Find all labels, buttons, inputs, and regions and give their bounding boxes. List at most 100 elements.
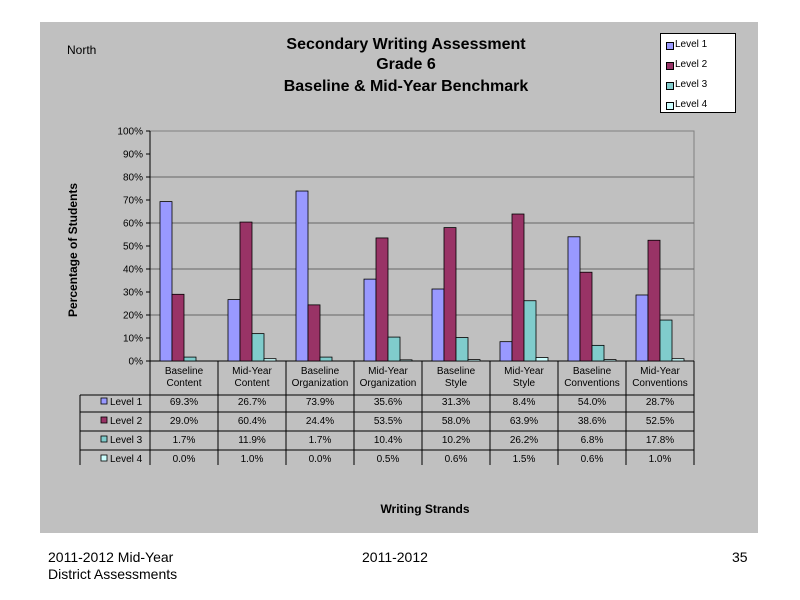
data-label: 26.7%	[238, 397, 266, 408]
bar	[431, 288, 445, 362]
data-label: 69.3%	[170, 397, 198, 408]
footer-left-line-2: District Assessments	[48, 566, 178, 582]
data-label: 17.8%	[646, 435, 674, 446]
bar	[567, 236, 581, 362]
legend-label-level-3: Level 3	[675, 79, 708, 90]
category-label-line-1: Baseline	[437, 366, 476, 377]
legend-swatch-level-4	[666, 102, 674, 110]
legend-item-level-1: Level 1	[666, 39, 708, 51]
data-label: 1.7%	[309, 435, 332, 446]
category-label-line-1: Mid-Year	[504, 366, 544, 377]
bar	[251, 333, 265, 362]
x-axis-label: Writing Strands	[380, 502, 470, 516]
y-tick-label: 90%	[123, 150, 143, 161]
y-tick-label: 40%	[123, 265, 143, 276]
legend-label-level-4: Level 4	[675, 99, 708, 110]
category-label-line-1: Mid-Year	[368, 366, 408, 377]
bar	[647, 239, 661, 362]
bar	[635, 294, 649, 362]
category-label-line-1: Mid-Year	[640, 366, 680, 377]
data-label: 0.0%	[309, 454, 332, 465]
bar	[499, 341, 513, 362]
data-label: 26.2%	[510, 435, 538, 446]
legend-label-level-1: Level 1	[675, 39, 708, 50]
data-label: 35.6%	[374, 397, 402, 408]
category-label-line-1: Mid-Year	[232, 366, 272, 377]
bar	[307, 304, 321, 362]
data-label: 58.0%	[442, 416, 470, 427]
bar	[671, 358, 685, 362]
bar	[295, 190, 309, 362]
bar	[467, 359, 481, 362]
data-label: 54.0%	[578, 397, 606, 408]
table-legend-swatch	[100, 454, 108, 462]
category-label-line-2: Conventions	[632, 378, 688, 389]
page-number: 35	[732, 549, 748, 565]
category-label-line-2: Conventions	[564, 378, 620, 389]
footer-left-line-1: 2011-2012 Mid-Year	[48, 549, 174, 565]
bar	[455, 337, 469, 362]
data-label: 10.2%	[442, 435, 470, 446]
bar	[443, 227, 457, 362]
data-label: 0.6%	[581, 454, 604, 465]
y-tick-label: 0%	[129, 357, 144, 368]
data-label: 10.4%	[374, 435, 402, 446]
bar	[227, 299, 241, 362]
bar	[591, 344, 605, 362]
data-label: 0.6%	[445, 454, 468, 465]
category-label-line-2: Style	[513, 378, 536, 389]
table-legend-swatch	[100, 416, 108, 424]
category-label-line-2: Content	[234, 378, 269, 389]
table-legend-swatch	[100, 397, 108, 405]
y-tick-label: 60%	[123, 219, 143, 230]
data-label: 63.9%	[510, 416, 538, 427]
region-label: North	[67, 43, 97, 57]
bar	[263, 358, 277, 362]
data-label: 1.5%	[513, 454, 536, 465]
category-label-line-1: Baseline	[573, 366, 612, 377]
chart-title-line-3: Baseline & Mid-Year Benchmark	[283, 78, 529, 95]
category-label-line-1: Baseline	[165, 366, 204, 377]
data-label: 1.0%	[649, 454, 672, 465]
data-label: 1.0%	[241, 454, 264, 465]
chart-title-line-2: Grade 6	[376, 56, 436, 73]
bar	[171, 293, 185, 362]
legend-item-level-3: Level 3	[666, 79, 708, 91]
y-tick-label: 70%	[123, 196, 143, 207]
legend-swatch-level-2	[666, 62, 674, 70]
data-label: 6.8%	[581, 435, 604, 446]
bar	[319, 356, 333, 362]
bar	[159, 201, 173, 362]
category-label-line-2: Organization	[292, 378, 349, 389]
category-label-line-2: Content	[166, 378, 201, 389]
data-label: 8.4%	[513, 397, 536, 408]
bar	[535, 357, 549, 362]
bar	[183, 356, 197, 362]
data-label: 0.5%	[377, 454, 400, 465]
y-tick-label: 20%	[123, 311, 143, 322]
category-label-line-1: Baseline	[301, 366, 340, 377]
data-label: 52.5%	[646, 416, 674, 427]
data-label: 0.0%	[173, 454, 196, 465]
legend-item-level-4: Level 4	[666, 99, 708, 111]
data-label: 38.6%	[578, 416, 606, 427]
bar	[659, 319, 673, 362]
legend-swatch-level-3	[666, 82, 674, 90]
footer-center: 2011-2012	[362, 549, 428, 565]
category-label-line-2: Organization	[360, 378, 417, 389]
table-row-label: Level 1	[110, 397, 143, 408]
bar	[579, 271, 593, 362]
data-label: 73.9%	[306, 397, 334, 408]
bar	[399, 359, 413, 362]
chart-title-line-1: Secondary Writing Assessment	[286, 36, 526, 53]
table-legend-swatch	[100, 435, 108, 443]
y-tick-label: 30%	[123, 288, 143, 299]
data-label: 28.7%	[646, 397, 674, 408]
data-label: 31.3%	[442, 397, 470, 408]
chart-legend: Level 1 Level 2 Level 3 Level 4	[660, 33, 736, 113]
table-row-label: Level 3	[110, 435, 143, 446]
y-tick-label: 100%	[117, 127, 143, 138]
data-label: 29.0%	[170, 416, 198, 427]
bar	[239, 221, 253, 362]
